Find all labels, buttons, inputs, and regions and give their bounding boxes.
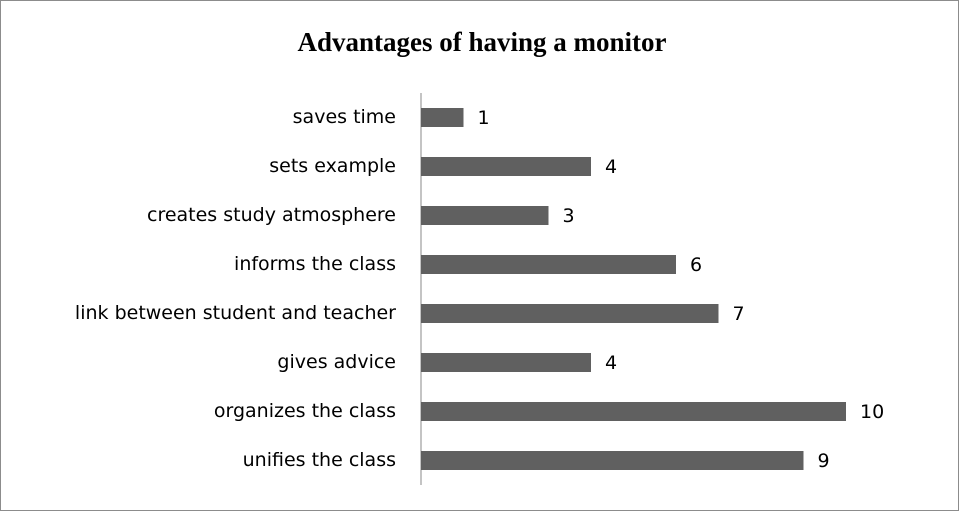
- bar: [421, 451, 804, 470]
- y-tick-label: informs the class: [234, 253, 396, 275]
- data-label: 7: [733, 303, 745, 325]
- chart-title: Advantages of having a monitor: [297, 27, 666, 57]
- bar: [421, 402, 846, 421]
- bar: [421, 157, 591, 176]
- y-tick-label: saves time: [293, 106, 396, 128]
- bar: [421, 255, 676, 274]
- data-label: 1: [478, 107, 490, 129]
- data-label: 9: [818, 450, 830, 472]
- y-tick-label: creates study atmosphere: [147, 204, 396, 226]
- y-tick-label: sets example: [269, 155, 396, 177]
- data-label: 6: [690, 254, 702, 276]
- data-label: 4: [605, 156, 617, 178]
- bar: [421, 206, 549, 225]
- y-tick-label: unifies the class: [243, 449, 396, 471]
- data-label: 10: [860, 401, 884, 423]
- y-tick-label: link between student and teacher: [75, 302, 396, 324]
- y-tick-label: gives advice: [277, 351, 396, 373]
- y-tick-label: organizes the class: [214, 400, 396, 422]
- data-label: 4: [605, 352, 617, 374]
- bar: [421, 353, 591, 372]
- bar: [421, 304, 719, 323]
- data-label: 3: [563, 205, 575, 227]
- bar: [421, 108, 464, 127]
